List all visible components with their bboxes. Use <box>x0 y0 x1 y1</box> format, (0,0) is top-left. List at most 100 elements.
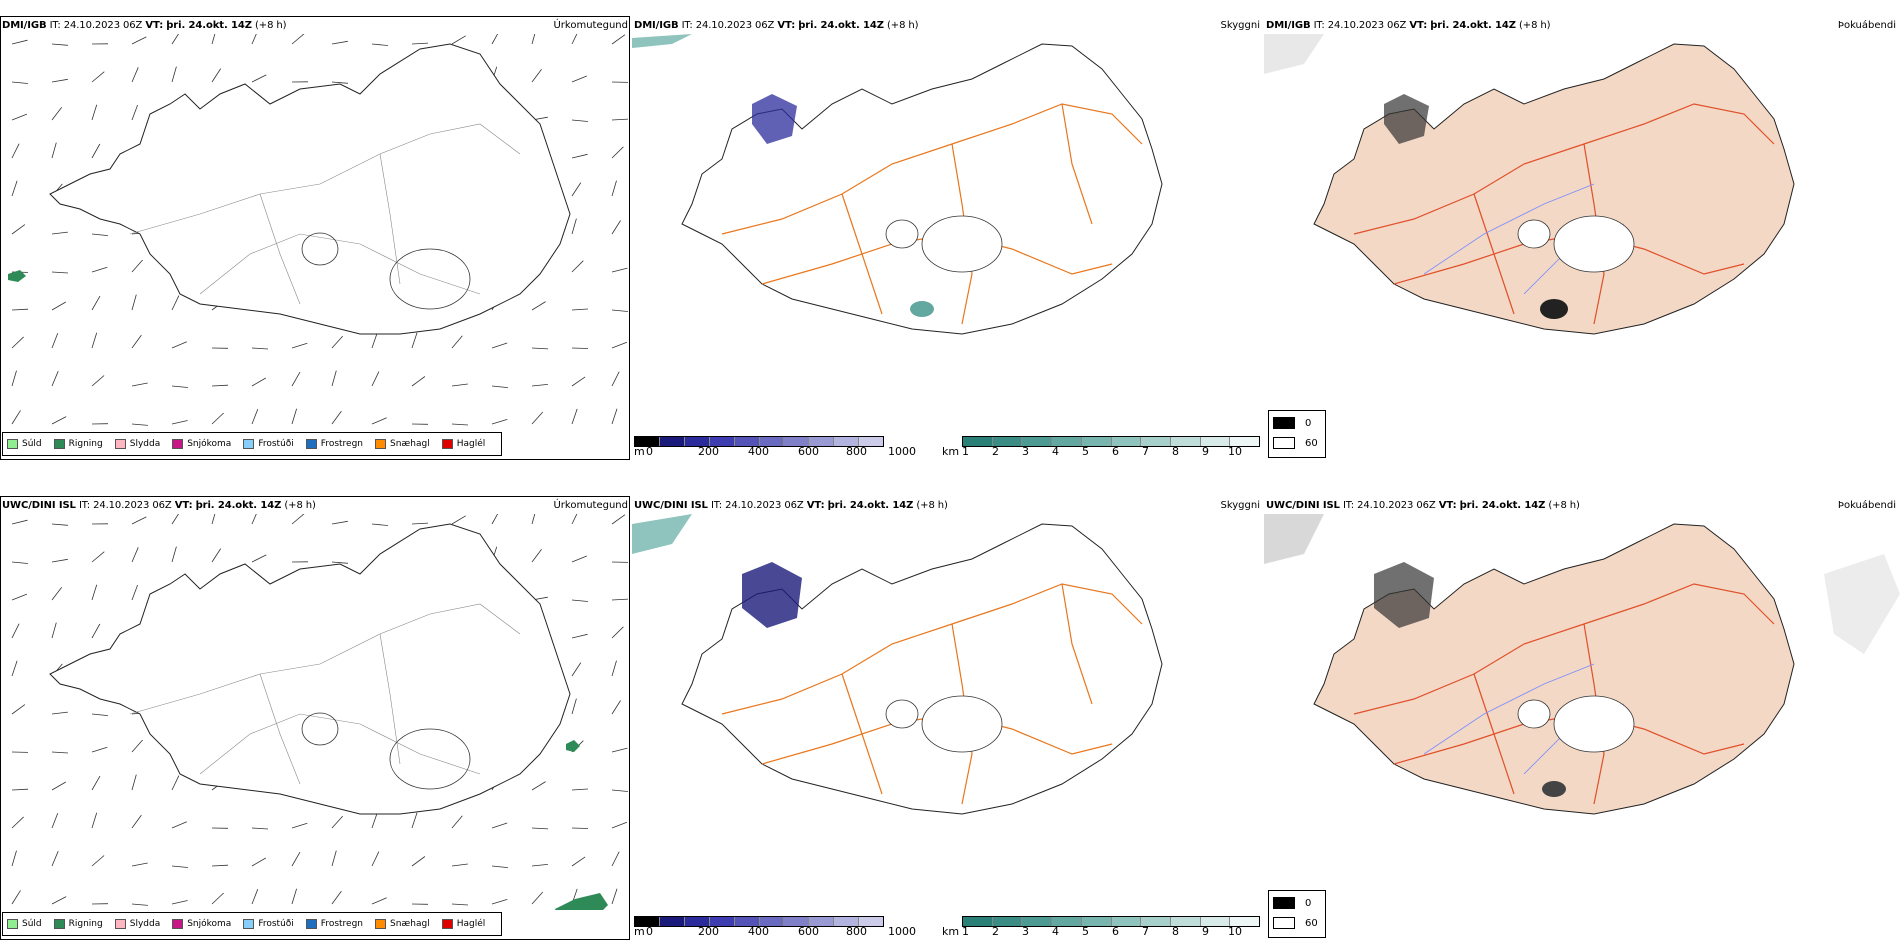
legend-swatch <box>375 439 386 449</box>
wind-barb <box>172 776 179 790</box>
legend-label: Súld <box>22 439 42 449</box>
model-name: DMI/IGB <box>2 20 46 31</box>
legend-item: Rigning <box>54 919 103 929</box>
wind-barb <box>12 40 28 44</box>
model-name: DMI/IGB <box>634 20 678 31</box>
legend-swatch <box>306 439 317 449</box>
iceland-map-wind-barbs <box>0 34 630 430</box>
legend-label: 0 <box>1305 898 1311 909</box>
height-tick: 400 <box>748 925 769 938</box>
wind-barb <box>532 549 542 562</box>
wind-barb <box>92 105 97 120</box>
visibility-tick: 4 <box>1052 925 1059 938</box>
parameter-title: Úrkomutegund <box>553 500 628 511</box>
wind-barb <box>252 514 258 524</box>
wind-barb <box>252 555 266 562</box>
fog-index-panel: UWC/DINI ISL IT: 24.10.2023 06Z VT: þri.… <box>1264 480 1900 952</box>
wind-barb <box>172 342 187 348</box>
legend-swatch <box>54 919 65 929</box>
wind-barb <box>332 41 348 44</box>
run-time: 24.10.2023 06Z <box>1328 20 1407 31</box>
wind-barb <box>492 386 508 388</box>
wind-barb <box>172 386 188 388</box>
wind-barb <box>212 893 224 904</box>
wind-barb <box>452 516 466 524</box>
wind-barb <box>92 144 100 158</box>
wind-barb <box>52 232 68 234</box>
wind-barb <box>12 337 24 348</box>
iceland-map-fog <box>1264 514 1900 910</box>
panel-header: DMI/IGB IT: 24.10.2023 06Z VT: þri. 24.o… <box>2 20 286 31</box>
wind-barb <box>92 552 104 562</box>
wind-barb <box>412 813 417 828</box>
forecast-row-dmi: DMI/IGB IT: 24.10.2023 06Z VT: þri. 24.o… <box>0 0 1900 472</box>
wind-barb <box>372 418 387 424</box>
wind-barb <box>612 627 623 638</box>
wind-barb <box>252 34 258 44</box>
precip-type-legend: Súld Rigning Slydda Snjókoma Frostúði Fr… <box>2 432 502 456</box>
wind-barb <box>12 661 17 676</box>
legend-swatch <box>54 439 65 449</box>
legend-label: Súld <box>22 919 42 929</box>
visibility-tick: 4 <box>1052 445 1059 458</box>
panel-header: UWC/DINI ISL IT: 24.10.2023 06Z VT: þri.… <box>634 500 948 511</box>
wind-barb <box>372 813 377 828</box>
height-tick: 200 <box>698 925 719 938</box>
wind-barb <box>172 901 188 905</box>
wind-barb <box>212 549 221 562</box>
wind-barb <box>252 348 268 349</box>
wind-barb <box>132 775 136 790</box>
visibility-tick: 10 <box>1228 925 1242 938</box>
wind-barb <box>452 904 468 905</box>
valid-label: VT: <box>807 500 825 511</box>
visibility-colorbar <box>962 916 1260 927</box>
legend-label: Slydda <box>130 919 160 929</box>
wind-barb <box>372 852 379 866</box>
legend-swatch <box>1273 917 1295 929</box>
wind-barb <box>92 376 104 387</box>
legend-swatch <box>172 439 183 449</box>
wind-barb <box>12 851 17 866</box>
wind-barb <box>132 904 148 905</box>
fog-index-panel: DMI/IGB IT: 24.10.2023 06Z VT: þri. 24.o… <box>1264 0 1900 472</box>
wind-barb <box>532 892 543 904</box>
wind-barb <box>332 851 336 866</box>
wind-barb <box>492 866 508 868</box>
legend-label: Frostúði <box>258 919 293 929</box>
wind-barb <box>172 514 181 524</box>
wind-barb <box>292 823 307 828</box>
wind-barb <box>252 858 266 866</box>
wind-barb <box>572 699 576 714</box>
legend-item: Frostregn <box>306 919 363 929</box>
wind-barb <box>612 147 623 158</box>
wind-barb <box>612 342 627 348</box>
height-tick: 800 <box>846 925 867 938</box>
valid-label: VT: <box>175 500 193 511</box>
wind-barb <box>492 34 500 44</box>
valid-label: VT: <box>1409 20 1427 31</box>
wind-barb <box>92 267 107 272</box>
visibility-tick: 7 <box>1142 445 1149 458</box>
wind-barb <box>332 562 348 563</box>
legend-item: 0 <box>1273 417 1311 429</box>
parameter-title: Þokuábendi <box>1838 20 1896 31</box>
wind-barb <box>572 120 588 122</box>
wind-barb <box>12 410 21 424</box>
wind-barb <box>612 35 625 44</box>
run-time: 24.10.2023 06Z <box>64 20 143 31</box>
parameter-title: Skyggni <box>1220 20 1260 31</box>
wind-barb <box>532 69 542 82</box>
wind-barb <box>572 76 587 82</box>
lead-time: (+8 h) <box>887 20 918 31</box>
wind-barb <box>372 44 388 46</box>
visibility-tick: 9 <box>1202 925 1209 938</box>
height-tick: 1000 <box>888 925 916 938</box>
legend-swatch <box>243 919 254 929</box>
wind-barb <box>572 348 588 349</box>
wind-barb <box>92 296 100 310</box>
wind-barb <box>572 789 588 790</box>
wind-barb <box>12 144 19 158</box>
wind-barb <box>292 889 297 904</box>
wind-barb <box>132 383 148 386</box>
wind-barb <box>132 547 138 562</box>
